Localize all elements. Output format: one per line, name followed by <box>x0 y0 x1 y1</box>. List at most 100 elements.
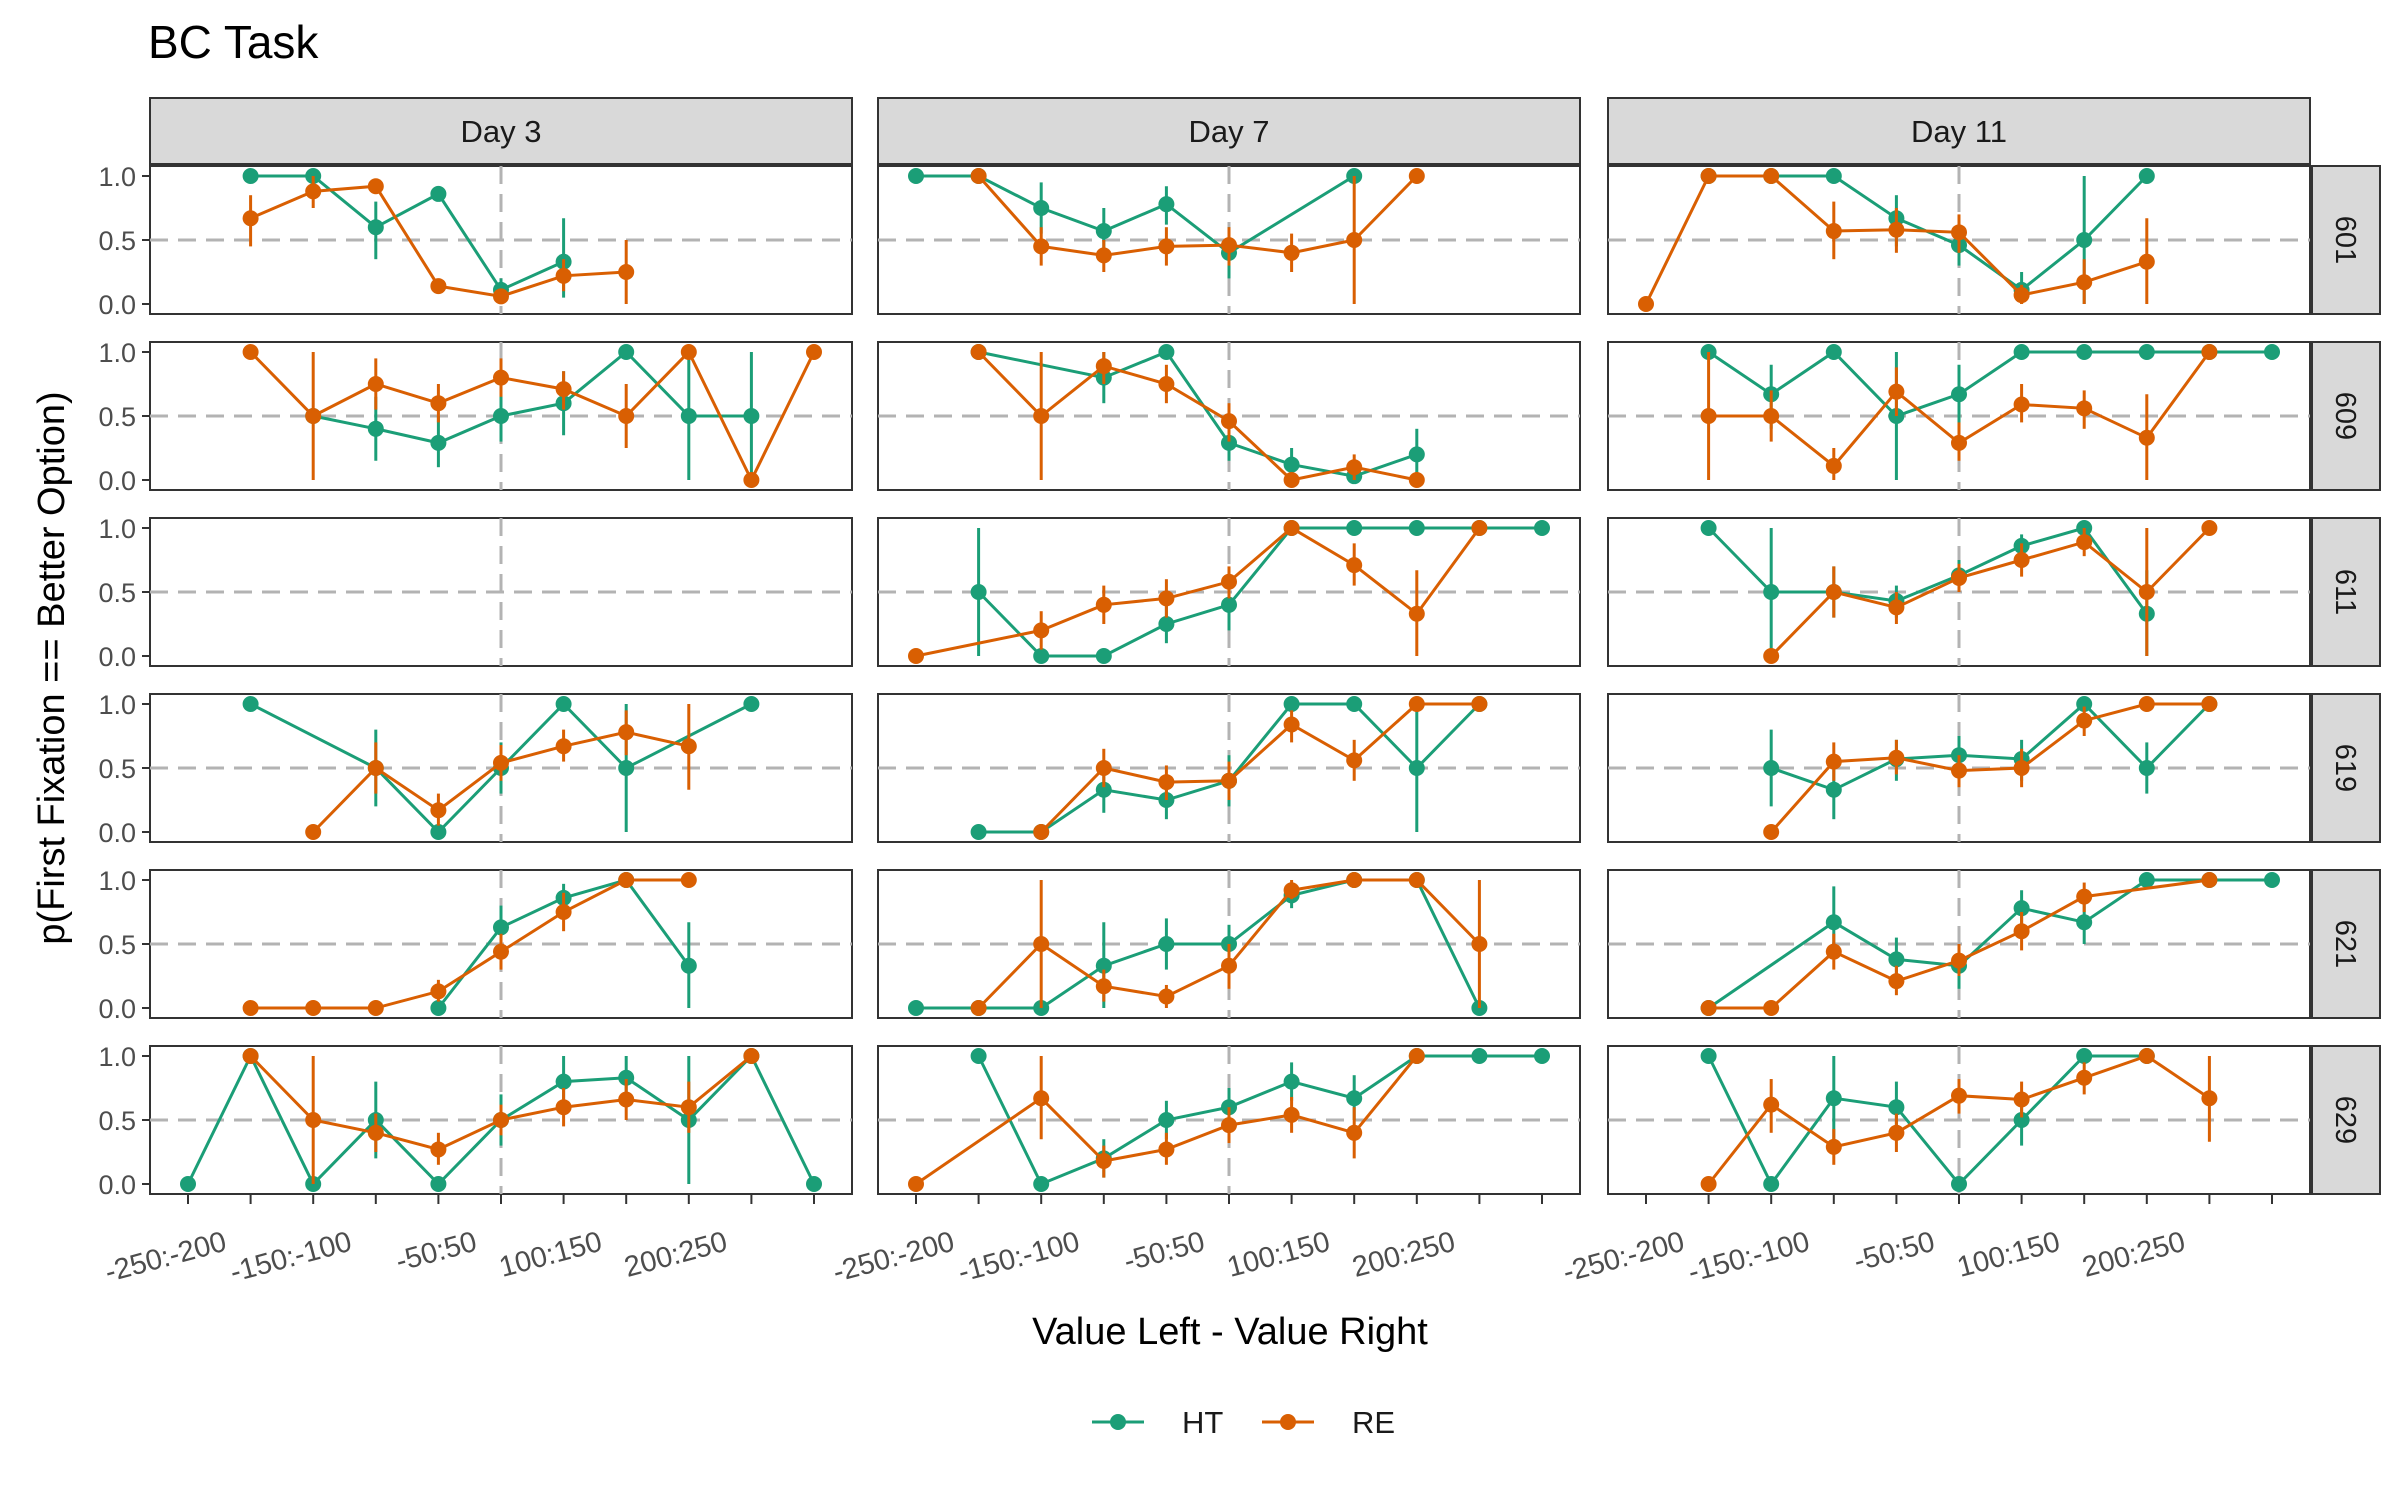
data-point-re <box>1095 358 1112 375</box>
data-point-re <box>305 408 322 424</box>
col-strip <box>149 97 853 165</box>
data-point-ht <box>1158 616 1175 632</box>
data-point-re <box>1095 978 1112 995</box>
data-point-re <box>367 178 384 195</box>
data-point-re <box>1951 1087 1967 1104</box>
series-line-re <box>1770 526 2211 658</box>
data-point-re <box>1408 872 1425 888</box>
data-point-re <box>1283 472 1300 488</box>
data-point-ht <box>1825 1090 1842 1107</box>
row-strip-label: 611 <box>2329 569 2361 615</box>
data-point-re <box>493 943 509 960</box>
data-point-re <box>1095 596 1112 613</box>
data-point-re <box>493 754 509 771</box>
data-point-re <box>2138 696 2155 712</box>
data-point-ht <box>1283 1073 1300 1090</box>
data-point-re <box>1951 762 1967 779</box>
data-point-ht <box>1283 696 1300 712</box>
data-point-ht <box>1095 648 1112 664</box>
y-tick-label: 0.0 <box>98 994 136 1024</box>
data-point-re <box>1825 584 1842 600</box>
data-point-re <box>743 472 760 488</box>
data-point-re <box>555 267 572 284</box>
x-tick-label: -50:50 <box>1850 1226 1938 1278</box>
data-point-ht <box>2138 872 2155 888</box>
data-point-re <box>1408 472 1425 488</box>
data-point-re <box>1283 520 1300 536</box>
row-strip <box>2311 693 2381 843</box>
data-point-ht <box>970 824 987 840</box>
data-point-re <box>970 344 987 360</box>
x-tick-label: -150:-100 <box>227 1226 355 1289</box>
data-point-ht <box>555 1073 572 1090</box>
data-point-re <box>1825 1138 1842 1155</box>
data-point-ht <box>1700 1048 1717 1064</box>
data-point-re <box>618 408 635 424</box>
data-point-re <box>2013 760 2030 776</box>
data-point-ht <box>1763 584 1780 600</box>
data-point-re <box>1221 573 1237 590</box>
x-tick-label: 100:150 <box>1954 1226 2064 1284</box>
data-point-re <box>1158 590 1175 607</box>
data-point-ht <box>680 408 697 424</box>
data-point-re <box>242 1048 259 1064</box>
data-point-re <box>1951 434 1967 451</box>
legend-label: HT <box>1182 1405 1223 1440</box>
series-line-re <box>977 174 1418 257</box>
data-point-ht <box>1825 914 1842 931</box>
data-point-ht <box>1158 344 1175 360</box>
data-point-re <box>1346 872 1363 888</box>
data-point-ht <box>743 696 760 712</box>
data-point-re <box>618 264 635 280</box>
col-strip-label: Day 3 <box>461 114 542 149</box>
data-point-re <box>555 381 572 398</box>
data-point-re <box>1033 408 1050 424</box>
data-point-ht <box>1283 456 1300 473</box>
series-line-ht <box>250 174 565 292</box>
data-point-re <box>2138 584 2155 600</box>
data-point-re <box>1408 605 1425 622</box>
x-tick-label: -150:-100 <box>1685 1226 1813 1289</box>
x-tick-label: -150:-100 <box>955 1226 1083 1289</box>
data-point-re <box>2201 520 2218 536</box>
data-point-ht <box>1408 520 1425 536</box>
data-point-re <box>1095 1152 1112 1169</box>
y-tick-label: 1.0 <box>98 162 136 192</box>
data-point-ht <box>1534 520 1550 536</box>
data-point-re <box>2201 872 2218 888</box>
data-point-ht <box>1951 1176 1967 1192</box>
data-point-re <box>1033 936 1050 952</box>
data-point-re <box>2138 253 2155 270</box>
data-point-re <box>1408 1048 1425 1064</box>
data-point-ht <box>1346 1090 1363 1107</box>
series-line-ht <box>312 349 752 445</box>
data-point-ht <box>1033 648 1050 664</box>
data-point-re <box>2138 1048 2155 1064</box>
row-strip-label: 601 <box>2329 216 2361 264</box>
data-point-ht <box>1346 520 1363 536</box>
y-tick-label: 0.0 <box>98 1170 136 1200</box>
data-point-ht <box>1221 596 1237 613</box>
data-point-ht <box>1408 760 1425 776</box>
data-point-re <box>1471 520 1488 536</box>
data-point-re <box>1158 774 1175 791</box>
data-point-re <box>1763 1000 1780 1016</box>
data-point-ht <box>1825 168 1842 184</box>
data-point-re <box>970 168 987 184</box>
data-point-re <box>1346 752 1363 769</box>
data-point-ht <box>2013 900 2030 917</box>
series-line-re <box>977 350 1418 482</box>
data-point-re <box>1825 753 1842 770</box>
data-point-re <box>2201 344 2218 360</box>
data-point-re <box>1825 457 1842 474</box>
data-point-ht <box>2138 168 2155 184</box>
data-point-re <box>555 904 572 920</box>
data-point-re <box>493 288 509 305</box>
data-point-ht <box>430 1176 447 1192</box>
data-point-re <box>1888 973 1905 990</box>
legend-key-point <box>1280 1414 1296 1430</box>
data-point-re <box>1346 459 1363 476</box>
data-point-re <box>1638 296 1654 312</box>
data-point-re <box>1221 957 1237 974</box>
data-point-re <box>1700 408 1717 424</box>
